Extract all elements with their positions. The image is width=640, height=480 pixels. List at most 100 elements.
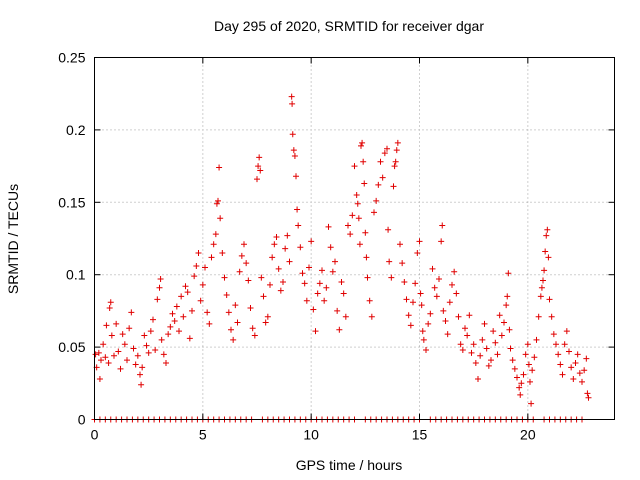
data-point [282,245,289,252]
data-point [401,278,408,285]
data-point [345,222,351,229]
data-point [334,307,341,314]
data-point [145,349,152,356]
data-point [171,318,178,325]
data-point [520,371,527,378]
data-point [204,309,211,316]
data-point [459,346,466,353]
data-point [111,352,117,359]
data-point [438,238,445,245]
x-tick-label: 0 [91,427,99,443]
data-point [154,296,161,303]
data-point [338,278,345,285]
data-point [436,276,442,283]
data-point [178,293,185,300]
data-point [566,348,572,355]
data-point [381,150,388,157]
data-point [234,319,241,326]
data-point [286,258,293,265]
data-point [236,268,243,275]
data-point [472,360,479,367]
y-axis-label: SRMTID / TECUs [5,184,21,294]
data-point [165,331,172,338]
data-point [527,378,533,385]
data-point [351,163,358,170]
data-point [373,197,380,204]
data-point [451,268,458,275]
data-point [217,215,224,222]
data-point [340,290,347,297]
data-point [475,375,481,382]
data-point [540,277,546,284]
data-point [466,312,473,319]
data-point [137,371,143,378]
data-point [358,142,364,149]
data-point [490,328,497,335]
x-tick-label: 20 [520,427,536,443]
y-tick-label: 0.25 [58,50,85,66]
data-point [202,264,208,271]
data-point [295,222,302,229]
data-point [570,375,577,382]
data-point [550,331,557,338]
data-point [221,274,228,281]
data-point [157,276,164,283]
data-point [314,290,321,297]
data-point [299,270,306,277]
data-point [213,200,220,207]
data-point [543,232,550,239]
data-point [496,312,503,319]
data-point [191,273,198,280]
data-point [391,163,398,170]
x-axis-label: GPS time / hours [296,457,403,473]
data-point [257,167,264,174]
data-point [163,360,169,367]
data-point [167,323,174,330]
data-point [392,158,399,165]
data-point [210,241,217,248]
data-point [359,139,366,146]
data-point [386,258,393,265]
data-point [113,320,120,327]
data-point [308,238,315,245]
data-point [506,326,513,333]
data-point [517,391,524,398]
data-point [130,345,137,352]
y-tick-label: 0.15 [58,194,85,210]
data-point [182,283,189,290]
data-point [525,361,532,368]
data-point [290,147,297,154]
data-point [180,313,187,320]
data-point [312,328,319,335]
data-point [418,302,425,309]
x-tick-label: 15 [412,427,428,443]
data-point [429,265,436,272]
data-point [516,384,523,391]
data-point [446,299,453,306]
data-point [514,374,520,381]
data-point [494,351,501,358]
data-point [397,241,403,248]
data-point [362,229,369,236]
data-point [119,331,126,338]
data-point [232,302,239,309]
data-point [176,328,182,335]
data-point [150,316,156,323]
data-point [368,313,375,320]
data-point [138,381,145,388]
data-point [511,365,518,372]
data-point [503,302,510,309]
data-point [197,297,204,304]
data-point [342,313,349,320]
data-point [160,351,167,358]
data-point [394,139,401,146]
data-point [479,336,486,343]
y-tick-label: 0.2 [66,122,86,138]
data-point [241,241,247,248]
data-point [537,293,544,300]
data-point [325,223,332,230]
y-tick-label: 0.1 [66,267,86,283]
data-point [139,364,146,371]
data-point [186,335,193,342]
data-points [91,93,592,423]
